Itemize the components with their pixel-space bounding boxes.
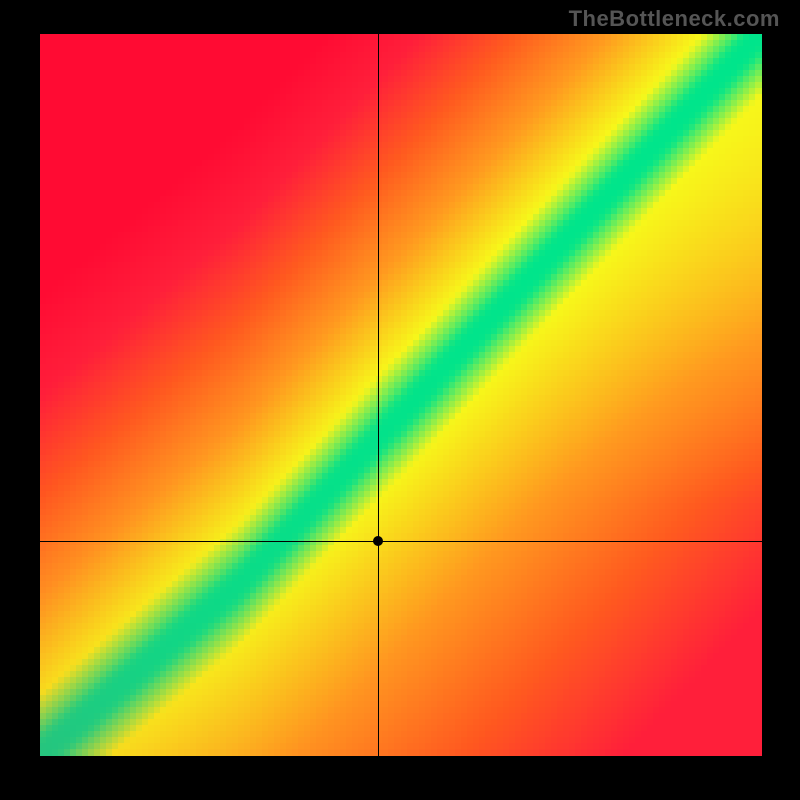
crosshair-horizontal <box>40 541 762 542</box>
crosshair-vertical <box>378 34 379 756</box>
bottleneck-heatmap <box>40 34 762 756</box>
intersection-marker <box>373 536 383 546</box>
watermark-text: TheBottleneck.com <box>569 6 780 32</box>
